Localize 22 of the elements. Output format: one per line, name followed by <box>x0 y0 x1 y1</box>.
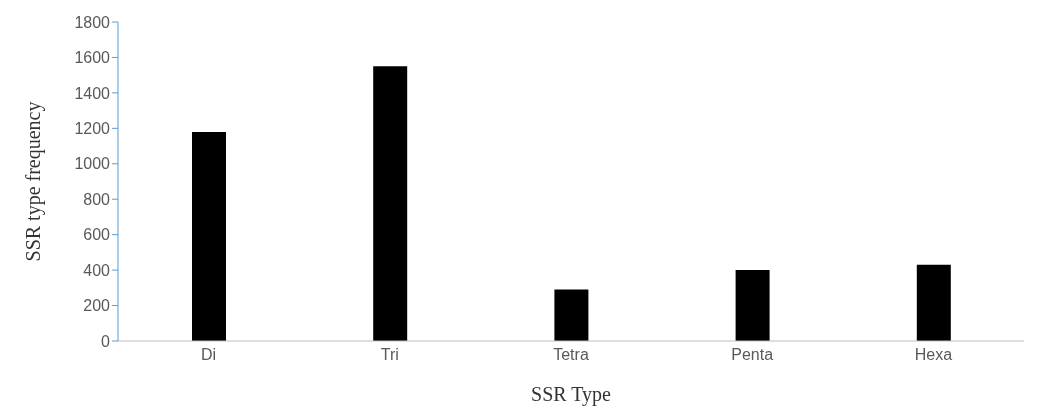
y-tick-label: 400 <box>83 261 111 279</box>
x-tick-label: Hexa <box>914 346 953 364</box>
y-tick-label: 200 <box>83 297 111 315</box>
y-tick-label: 1200 <box>74 120 111 138</box>
bar <box>735 270 770 341</box>
y-tick-label: 600 <box>83 226 111 244</box>
y-tick-label: 1600 <box>74 49 111 67</box>
bar <box>192 131 226 341</box>
x-tick-label: Tri <box>380 346 399 364</box>
y-tick-label: 1000 <box>74 155 111 173</box>
x-tick-label: Penta <box>731 346 774 364</box>
x-axis-title: SSR Type <box>531 383 612 406</box>
bar <box>554 289 589 341</box>
y-axis-title: SSR type frequency <box>22 101 46 262</box>
bar <box>373 66 408 341</box>
bar <box>916 264 951 341</box>
y-tick-label: 800 <box>83 190 111 208</box>
x-tick-label: Tetra <box>553 346 589 364</box>
y-tick-label: 0 <box>101 332 111 350</box>
y-tick-label: 1800 <box>74 13 111 31</box>
x-tick-label: Di <box>201 346 217 364</box>
y-tick-label: 1400 <box>74 84 111 102</box>
